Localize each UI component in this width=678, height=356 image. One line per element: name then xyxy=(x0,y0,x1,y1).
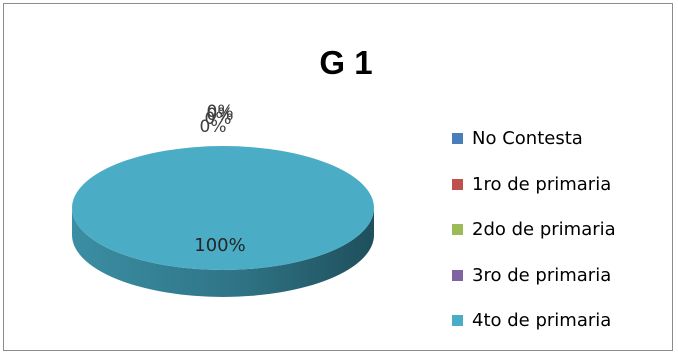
legend-label: 4to de primaria xyxy=(472,310,612,332)
legend-swatch xyxy=(452,178,463,190)
legend-label: 2do de primaria xyxy=(472,219,616,241)
chart-title: G 1 xyxy=(319,44,373,81)
data-label: 100% xyxy=(194,235,245,256)
legend-swatch xyxy=(452,133,463,145)
data-label: 0% xyxy=(200,117,227,137)
data-label: 0% xyxy=(207,105,234,125)
legend-item: 2do de primaria xyxy=(452,207,616,253)
pie-top xyxy=(72,146,374,270)
legend-swatch xyxy=(452,269,463,281)
legend-swatch xyxy=(452,315,463,327)
legend-label: 3ro de primaria xyxy=(472,264,612,286)
data-label: 0% xyxy=(205,109,232,129)
legend-item: 4to de primaria xyxy=(452,298,616,344)
chart-legend: No Contesta 1ro de primaria 2do de primari… xyxy=(452,116,616,344)
legend-item: 3ro de primaria xyxy=(452,253,616,299)
legend-swatch xyxy=(452,224,463,236)
legend-label: No Contesta xyxy=(472,128,583,150)
legend-item: No Contesta xyxy=(452,116,616,162)
pie-slice-4to-de-primaria xyxy=(72,146,374,270)
pie-side-face xyxy=(72,208,374,297)
legend-item: 1ro de primaria xyxy=(452,162,616,208)
data-label: 0% xyxy=(207,102,234,122)
legend-label: 1ro de primaria xyxy=(472,173,612,195)
pie-labels: 0%0%0%0%100% xyxy=(194,102,245,256)
pie-side xyxy=(72,208,374,297)
